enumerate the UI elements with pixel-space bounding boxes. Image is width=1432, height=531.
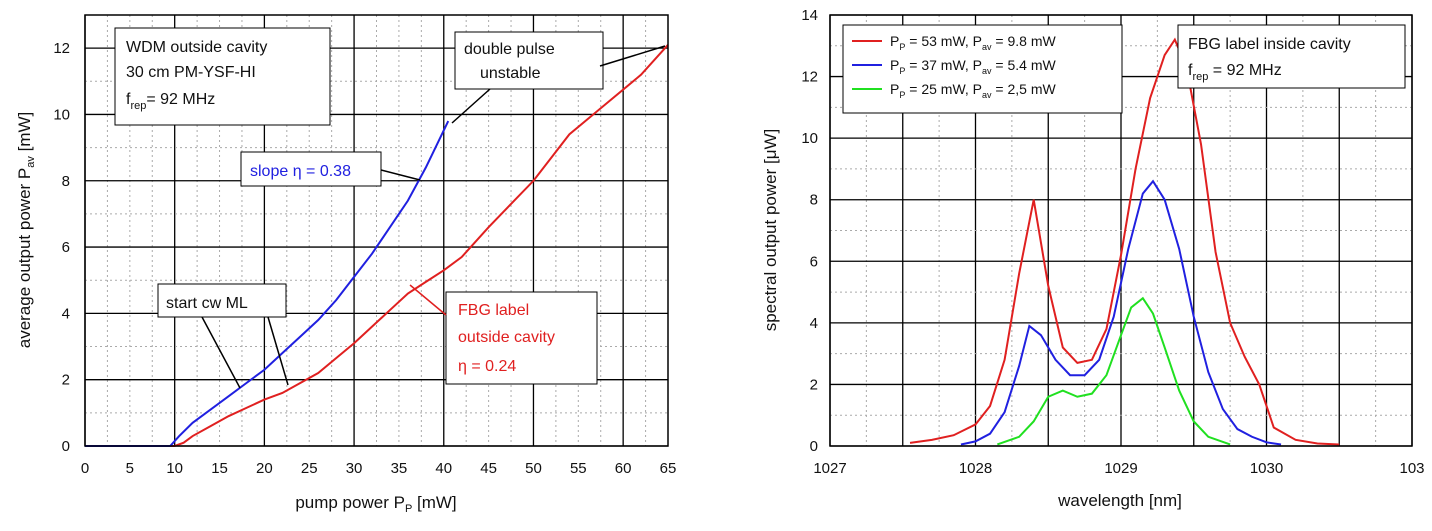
right-x-tick-label: 1029 — [1104, 460, 1137, 477]
double-pulse-pointer-2 — [451, 88, 491, 124]
fbg-outside-annotation: FBG label outside cavity η = 0.24 — [409, 284, 598, 385]
left-x-tick-label: 5 — [126, 460, 134, 477]
left-y-tick-label: 0 — [62, 438, 70, 455]
legend-label-0: PP = 53 mW, Pav = 9.8 mW — [890, 33, 1056, 52]
right-x-tick-label: 1028 — [959, 460, 992, 477]
left-chart: 0 5 10 15 20 25 30 35 40 45 50 55 60 65 0 2 4 6 8 10 12 pump… — [15, 14, 676, 515]
right-series — [909, 37, 1340, 446]
fbg-line-1: FBG label — [458, 302, 529, 319]
right-x-tick-label: 103 — [1399, 460, 1424, 477]
double-pulse-annotation: double pulse unstable — [451, 31, 666, 124]
right-series-line-1 — [960, 179, 1282, 446]
left-series — [85, 44, 669, 447]
fbg-inside-line-2: frep = 92 MHz — [1188, 62, 1282, 83]
right-y-tick-label: 0 — [810, 438, 818, 455]
right-x-tick-label: 1027 — [813, 460, 846, 477]
right-y-tick-label: 10 — [801, 130, 818, 147]
left-x-tick-label: 35 — [391, 460, 408, 477]
left-y-tick-label: 2 — [62, 372, 70, 389]
left-x-tick-label: 60 — [615, 460, 632, 477]
legend-label-1: PP = 37 mW, Pav = 5.4 mW — [890, 57, 1056, 76]
left-plot-frame — [84, 14, 669, 447]
legend-label-2: PP = 25 mW, Pav = 2,5 mW — [890, 81, 1056, 100]
slope-pointer — [380, 169, 421, 181]
left-x-tick-label: 20 — [256, 460, 273, 477]
left-y-tick-label: 10 — [53, 106, 70, 123]
left-x-tick-label: 65 — [660, 460, 677, 477]
left-ticks: 0 5 10 15 20 25 30 35 40 45 50 55 60 65 0 2 4 6 8 10 12 — [53, 40, 676, 477]
right-x-axis-label: wavelength [nm] — [1057, 491, 1182, 510]
double-pulse-pointer-1 — [599, 45, 666, 67]
right-series-line-2 — [996, 296, 1231, 446]
right-y-tick-label: 12 — [801, 69, 818, 86]
left-x-axis-label: pump power PP [mW] — [295, 493, 456, 515]
double-pulse-line-2: unstable — [480, 65, 541, 82]
right-y-tick-label: 6 — [810, 253, 818, 270]
right-y-tick-label: 2 — [810, 376, 818, 393]
left-x-tick-label: 30 — [346, 460, 363, 477]
slope-text: slope η = 0.38 — [250, 163, 351, 180]
left-y-tick-label: 12 — [53, 40, 70, 57]
slope-annotation: slope η = 0.38 — [240, 151, 421, 187]
right-y-tick-label: 8 — [810, 192, 818, 209]
left-y-tick-label: 6 — [62, 239, 70, 256]
left-x-tick-label: 15 — [211, 460, 228, 477]
left-x-tick-label: 40 — [435, 460, 452, 477]
info-line-1: WDM outside cavity — [126, 39, 267, 56]
left-x-tick-label: 25 — [301, 460, 318, 477]
start-cw-pointer-2 — [267, 316, 289, 386]
fbg-line-2: outside cavity — [458, 329, 555, 346]
right-y-tick-label: 14 — [801, 7, 818, 24]
fbg-inside-annotation: FBG label inside cavity frep = 92 MHz — [1177, 24, 1406, 89]
left-x-tick-label: 0 — [81, 460, 89, 477]
fbg-line-3: η = 0.24 — [458, 358, 516, 375]
double-pulse-line-1: double pulse — [464, 41, 555, 58]
info-line-3: frep= 92 MHz — [126, 91, 215, 112]
right-x-tick-label: 1030 — [1250, 460, 1283, 477]
right-y-axis-label: spectral output power [μW] — [761, 129, 780, 332]
left-x-tick-label: 55 — [570, 460, 587, 477]
info-line-2: 30 cm PM-YSF-HI — [126, 64, 256, 81]
right-series-line-0 — [909, 37, 1340, 446]
left-series-line-0 — [85, 44, 669, 447]
left-series-line-1 — [85, 120, 450, 447]
start-cw-annotation: start cw ML — [157, 283, 289, 389]
left-info-box: WDM outside cavity 30 cm PM-YSF-HI frep=… — [114, 27, 331, 126]
start-cw-pointer-1 — [201, 316, 241, 389]
left-y-tick-label: 4 — [62, 305, 70, 322]
left-x-tick-label: 45 — [480, 460, 497, 477]
left-y-axis-label: average output power Pav [mW] — [15, 112, 37, 349]
right-plot-frame — [829, 14, 1413, 447]
left-y-tick-label: 8 — [62, 173, 70, 190]
fbg-inside-line-1: FBG label inside cavity — [1188, 36, 1351, 53]
right-legend: PP = 53 mW, Pav = 9.8 mW PP = 37 mW, Pav … — [842, 24, 1123, 114]
start-cw-text: start cw ML — [166, 295, 248, 312]
left-x-tick-label: 50 — [525, 460, 542, 477]
fbg-pointer — [409, 284, 447, 316]
left-x-tick-label: 10 — [166, 460, 183, 477]
right-y-tick-label: 4 — [810, 315, 818, 332]
